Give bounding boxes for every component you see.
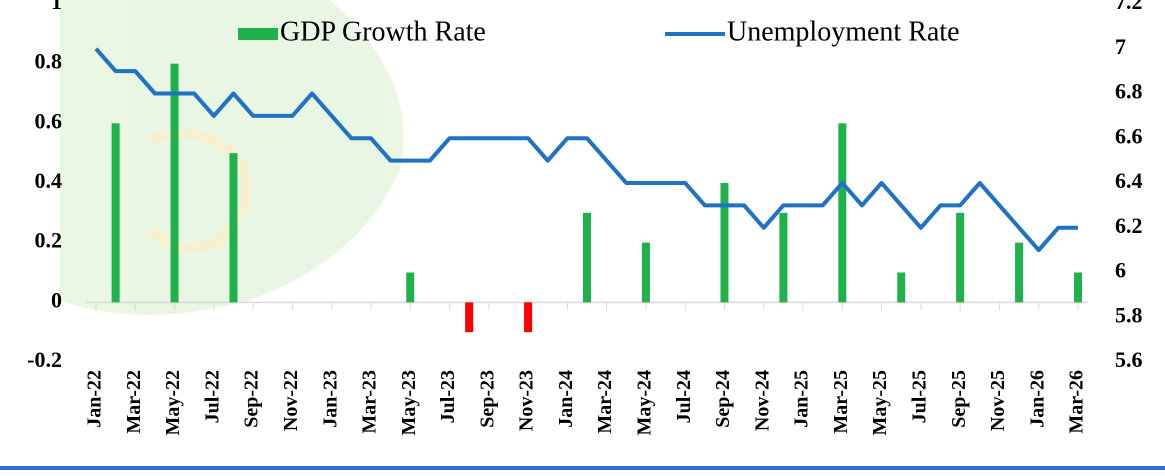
bar xyxy=(779,212,788,303)
x-tick-label: Nov-23 xyxy=(516,370,538,431)
y-tick-label: 0.2 xyxy=(35,228,63,253)
y2-tick-label: 6.2 xyxy=(1115,213,1143,238)
x-tick-label: Nov-24 xyxy=(751,370,773,431)
y2-tick-label: 5.6 xyxy=(1115,347,1143,372)
y-tick-label: 0.6 xyxy=(35,108,63,133)
x-tick-label: Nov-25 xyxy=(987,370,1009,431)
y2-tick-label: 7.2 xyxy=(1115,0,1143,14)
bar xyxy=(956,212,965,303)
y2-tick-label: 6.6 xyxy=(1115,123,1143,148)
bar xyxy=(465,302,474,333)
x-tick-label: Jan-25 xyxy=(791,370,813,428)
x-tick-label: Jul-22 xyxy=(201,370,223,423)
legend-swatch xyxy=(238,28,278,40)
x-tick-label: May-24 xyxy=(634,370,656,436)
x-tick-label: Jan-23 xyxy=(319,370,341,428)
x-tick-label: Mar-23 xyxy=(359,370,381,434)
y2-tick-label: 5.8 xyxy=(1115,302,1143,327)
x-tick-label: Jul-25 xyxy=(908,370,930,423)
y-tick-label: 1 xyxy=(51,0,62,14)
x-tick-label: May-25 xyxy=(869,370,891,436)
x-tick-label: Jan-24 xyxy=(555,370,577,428)
x-tick-label: Sep-22 xyxy=(241,370,263,428)
y2-tick-label: 7 xyxy=(1115,34,1126,59)
x-tick-label: Sep-24 xyxy=(712,370,734,428)
x-tick-label: Nov-22 xyxy=(280,370,302,431)
x-tick-label: Mar-26 xyxy=(1066,370,1088,434)
x-tick-label: May-22 xyxy=(162,370,184,436)
y-tick-label: 0.8 xyxy=(35,49,63,74)
x-tick-label: Jul-23 xyxy=(437,370,459,423)
bar xyxy=(720,183,729,303)
x-tick-label: Mar-24 xyxy=(594,370,616,434)
bar xyxy=(524,302,533,333)
line xyxy=(94,47,1078,253)
legend-label: Unemployment Rate xyxy=(727,16,960,47)
x-tick-label: Jul-24 xyxy=(673,370,695,423)
bar xyxy=(583,212,591,303)
x-tick-label: Mar-25 xyxy=(830,370,852,434)
bar xyxy=(838,123,847,303)
bar xyxy=(406,272,415,303)
x-tick-label: May-23 xyxy=(398,370,420,436)
y2-tick-label: 6 xyxy=(1115,258,1126,283)
bar xyxy=(897,272,906,303)
bar xyxy=(170,63,179,303)
x-tick-label: Jan-26 xyxy=(1026,370,1048,428)
bar xyxy=(229,153,238,303)
y-tick-label: 0 xyxy=(51,287,62,312)
y2-tick-label: 6.8 xyxy=(1115,79,1143,104)
y2-tick-label: 6.4 xyxy=(1115,168,1143,193)
y-tick-label: -0.2 xyxy=(27,347,62,372)
bar xyxy=(111,123,120,303)
x-tick-label: Sep-23 xyxy=(476,370,498,428)
x-tick-label: Sep-25 xyxy=(948,370,970,428)
x-tick-label: Mar-22 xyxy=(123,370,145,434)
x-tick-label: Jan-22 xyxy=(84,370,106,428)
bar xyxy=(641,242,650,303)
bar xyxy=(1074,272,1082,303)
y-tick-label: 0.4 xyxy=(35,168,63,193)
legend-label: GDP Growth Rate xyxy=(280,16,486,47)
bar xyxy=(1015,242,1024,303)
